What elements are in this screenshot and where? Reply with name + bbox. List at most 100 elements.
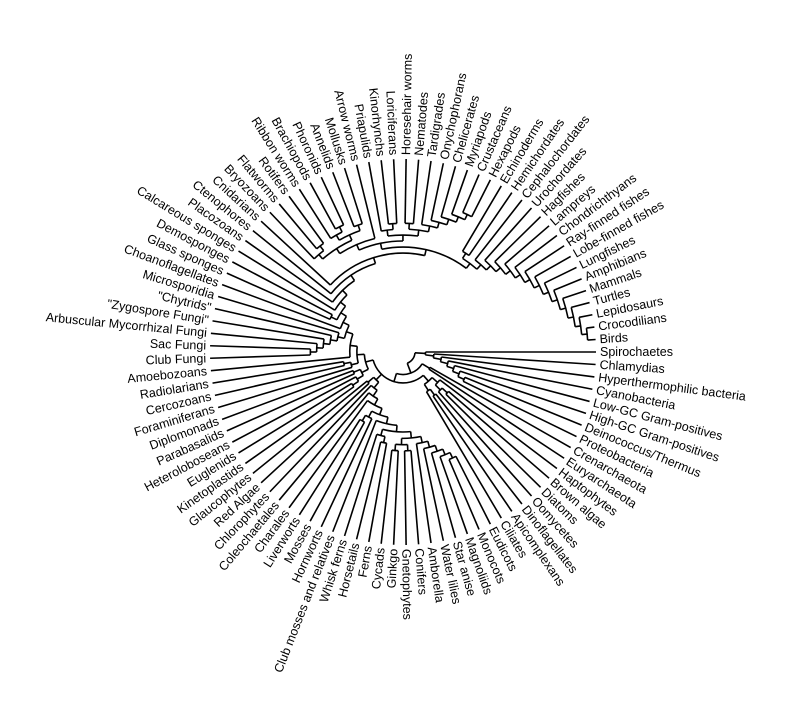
leaf-branch <box>504 225 550 265</box>
internal-branch <box>427 225 431 232</box>
leaf-branch <box>288 400 369 509</box>
clade-arc <box>348 333 354 358</box>
internal-branch <box>335 248 341 255</box>
leaf-branch <box>288 195 325 244</box>
leaf-branch <box>210 354 311 360</box>
leaf-branch <box>461 185 502 252</box>
clade-arc <box>365 414 373 420</box>
leaf-branch <box>260 382 370 484</box>
internal-branch <box>423 383 430 391</box>
internal-branch <box>422 374 430 382</box>
clade-arc <box>339 315 348 329</box>
internal-branch <box>356 374 364 380</box>
internal-branch <box>434 384 441 391</box>
leaf-branch <box>231 376 357 443</box>
leaf-branch <box>343 167 364 224</box>
internal-branch <box>551 299 558 303</box>
leaf-branch <box>412 159 420 224</box>
leaf-label: Chlamydias <box>599 358 665 376</box>
internal-branch <box>461 252 467 259</box>
tree-branches <box>210 159 596 545</box>
internal-branch <box>524 278 531 284</box>
leaf-branch <box>238 382 353 454</box>
internal-branch <box>338 226 343 233</box>
leaf-branch <box>368 161 383 232</box>
clade-arc <box>494 261 507 275</box>
leaf-branch <box>212 320 325 340</box>
leaf-branch <box>459 370 587 415</box>
internal-branch <box>425 354 434 357</box>
clade-arc <box>439 356 443 362</box>
leaf-branch <box>252 230 332 295</box>
internal-branch <box>382 436 386 443</box>
leaf-branch <box>217 295 340 334</box>
clade-arc <box>371 410 389 418</box>
leaf-branch <box>269 384 372 493</box>
internal-branch <box>421 363 430 369</box>
internal-branch <box>417 230 420 237</box>
internal-branch <box>409 431 413 439</box>
leaf-branch <box>343 434 378 537</box>
internal-branch <box>337 336 345 340</box>
leaf-branch <box>244 386 355 465</box>
internal-branch <box>457 375 465 381</box>
leaf-branch <box>252 380 368 474</box>
leaf-branch <box>332 171 355 227</box>
leaf-branch <box>298 188 332 239</box>
leaf-branch <box>468 192 513 256</box>
internal-branch <box>372 257 377 264</box>
leaf-branch <box>260 220 331 286</box>
leaf-branch <box>244 239 333 303</box>
internal-branch <box>505 270 511 275</box>
clade-arc <box>381 228 394 232</box>
leaf-branch <box>278 203 318 250</box>
leaf-branch <box>212 360 344 384</box>
internal-branch <box>575 325 581 328</box>
internal-branch <box>393 373 398 382</box>
leaf-label: Birds <box>599 330 628 346</box>
clade-arc <box>446 360 450 367</box>
leaf-label: Gnetophytes <box>399 549 414 620</box>
leaf-label: Loriciferans <box>383 90 400 155</box>
leaf-branch <box>392 450 399 545</box>
leaf-branch <box>441 356 595 378</box>
leaf-branch <box>579 313 593 319</box>
leaf-branch <box>544 266 577 284</box>
leaf-branch <box>210 332 318 345</box>
leaf-branch <box>309 421 366 522</box>
internal-branch <box>394 444 397 451</box>
internal-branch <box>373 398 379 406</box>
internal-branch <box>361 414 367 422</box>
leaf-branch <box>430 452 457 538</box>
leaf-branch <box>437 391 533 497</box>
clade-arc <box>524 271 535 289</box>
internal-branch <box>434 445 438 452</box>
internal-branch <box>350 344 358 348</box>
leaf-branch <box>440 166 457 218</box>
internal-branch <box>431 376 439 384</box>
leaf-branch <box>514 234 558 268</box>
internal-branch <box>367 376 375 383</box>
clade-arc <box>543 282 553 302</box>
leaf-branch <box>355 164 376 239</box>
internal-branch <box>465 263 471 269</box>
leaf-branch <box>210 356 351 372</box>
internal-branch <box>533 284 540 289</box>
clade-arc <box>396 363 423 376</box>
internal-branch <box>365 359 374 363</box>
internal-branch <box>446 219 450 226</box>
leaf-branch <box>562 289 587 300</box>
internal-branch <box>346 330 354 335</box>
internal-branch <box>427 441 431 448</box>
leaf-branch <box>355 441 382 540</box>
leaf-branch <box>332 420 377 533</box>
leaf-branch <box>448 390 550 479</box>
clade-arc <box>353 222 363 228</box>
internal-branch <box>379 243 383 250</box>
leaf-branch <box>298 419 361 516</box>
leaf-labels: SpirochaetesChlamydiasHyperthermophilic … <box>45 54 747 675</box>
leaf-branch <box>238 250 336 311</box>
leaf-label: Ferns <box>356 545 375 579</box>
leaf-branch <box>448 360 593 391</box>
clade-arc <box>388 222 397 225</box>
